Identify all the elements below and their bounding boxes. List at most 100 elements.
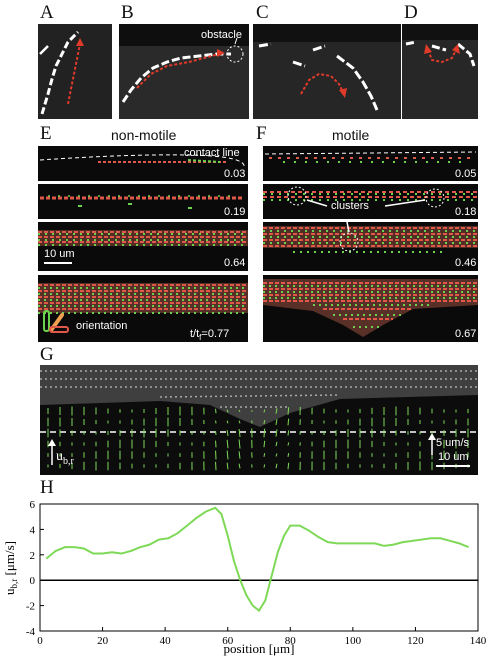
y-tick-label: 2 [30,550,36,562]
panel-e-strip-1: contact line 0.03 [38,146,248,181]
panel-f-strip-1-drawing [264,151,477,163]
panel-f-time-3: 0.46 [455,257,477,269]
speed-scale-label: 5 um/s [436,437,470,449]
x-tick-label: 100 [345,635,362,647]
scale-arrow-head [48,439,56,446]
vector-label: ub,r [56,449,74,468]
velocity-vector [238,429,241,437]
panel-e-strip-4: orientation t/tf=0.77 [38,275,248,342]
micrograph-d [402,24,478,119]
velocity-vector [263,419,266,425]
panel-e-title: non-motile [111,127,177,143]
panel-f-strip-3: 0.46 [263,222,478,271]
panel-label-e: E [40,123,52,144]
vector-label-base: u [56,449,63,464]
velocity-vector [287,407,290,415]
chart-series-line [45,506,469,613]
length-scalebar [436,465,470,467]
velocity-vector [263,409,266,413]
panel-f-strip-4: 0.67 [263,275,478,342]
velocity-vector [275,441,278,447]
velocity-vector [238,463,241,469]
panel-g-field-drawing [40,365,478,475]
velocity-vector [287,453,290,457]
panel-e-strip-4-drawing [38,283,248,333]
micrograph-d-drawing [402,24,478,119]
panel-f-time-2: 0.18 [455,206,477,218]
x-tick-label: 120 [407,635,424,647]
velocity-vector [263,440,266,448]
velocity-vector [287,442,290,446]
panel-f-strip-1: 0.05 [263,146,478,181]
velocity-vector [275,418,278,426]
y-tick-label: 0 [30,575,36,587]
panel-label-a: A [40,2,54,23]
micrograph-b: obstacle [119,24,249,119]
chart-y-axis-label-base: u [2,588,17,595]
panel-e-scalebar: 10 um [44,248,75,260]
panel-e-time-4-sub: f [199,333,202,342]
velocity-vector [287,462,290,470]
velocity-vector [263,428,266,438]
velocity-vector [226,462,229,470]
velocity-vector [263,464,266,468]
chart-y-axis-label: ub,r [μm/s] [2,541,19,595]
chart-ticks: 0 20 40 60 80 100 120 140 -4 -2 0 2 4 6 [26,499,487,647]
panel-e-time-4-base: t/t [190,328,200,340]
velocity-vector [226,450,229,460]
velocity-vector [275,453,278,457]
panel-e-strip-3-drawing [38,230,248,264]
panel-label-h: H [40,477,54,498]
panel-e-time-2: 0.19 [224,206,246,218]
velocity-vector [275,408,278,414]
y-tick-label: 4 [30,524,36,536]
velocity-vector [287,430,290,436]
chart-y-axis-label-sub: b,r [9,579,19,589]
velocity-vector [226,420,229,424]
panel-e-strip-2-drawing [40,195,244,209]
panel-e-time-1: 0.03 [224,168,246,180]
contact-line-label: contact line [184,147,240,159]
panel-e-time-4-value: =0.77 [201,328,230,340]
panel-e-strip-3: 10 um 0.64 [38,222,248,271]
micrograph-c-drawing [253,24,401,119]
vector-label-sub: b,r [63,455,74,467]
velocity-vector [287,418,290,426]
panel-e-strip-2: 0.19 [38,184,248,219]
velocity-vector [275,463,278,469]
panel-label-c: C [256,2,269,23]
velocity-vector [275,429,278,437]
x-tick-label: 40 [160,635,172,647]
panel-f-time-1: 0.05 [455,168,477,180]
panel-e-time-3: 0.64 [224,257,246,269]
obstacle-label: obstacle [201,29,242,41]
y-tick-label: -4 [26,626,36,638]
x-tick-label: 0 [37,635,43,647]
velocity-vector [238,409,241,413]
panel-e-time-4: t/tf=0.77 [190,328,229,342]
panel-f-strip-2: clusters 0.18 [263,184,478,219]
velocity-vector [226,439,229,449]
panel-f-strip-2-drawing [263,186,478,208]
clusters-label: clusters [331,200,369,212]
chart-y-axis-label-unit: [μm/s] [2,541,17,579]
panel-f-title: motile [332,127,370,143]
panel-label-d: D [404,2,418,23]
panel-label-b: B [121,2,134,23]
y-tick-label: -2 [26,601,35,613]
chart-x-axis-label: position [μm] [224,641,295,656]
panel-e-strip-1-drawing [39,154,245,169]
panel-label-g: G [40,344,54,365]
velocity-vector [238,439,241,449]
x-tick-label: 20 [97,635,109,647]
micrograph-b-drawing [119,24,249,119]
panel-label-f: F [256,123,267,144]
velocity-vector [238,420,241,424]
panel-f-time-4: 0.67 [455,328,477,340]
chart-frame [39,503,479,632]
micrograph-a [38,24,112,119]
micrograph-c [253,24,401,119]
panel-h-chart: 0 20 40 60 80 100 120 140 -4 -2 0 2 4 6 position [μm]… [2,499,487,656]
micrograph-a-drawing [38,24,112,119]
orientation-label: orientation [76,320,128,332]
